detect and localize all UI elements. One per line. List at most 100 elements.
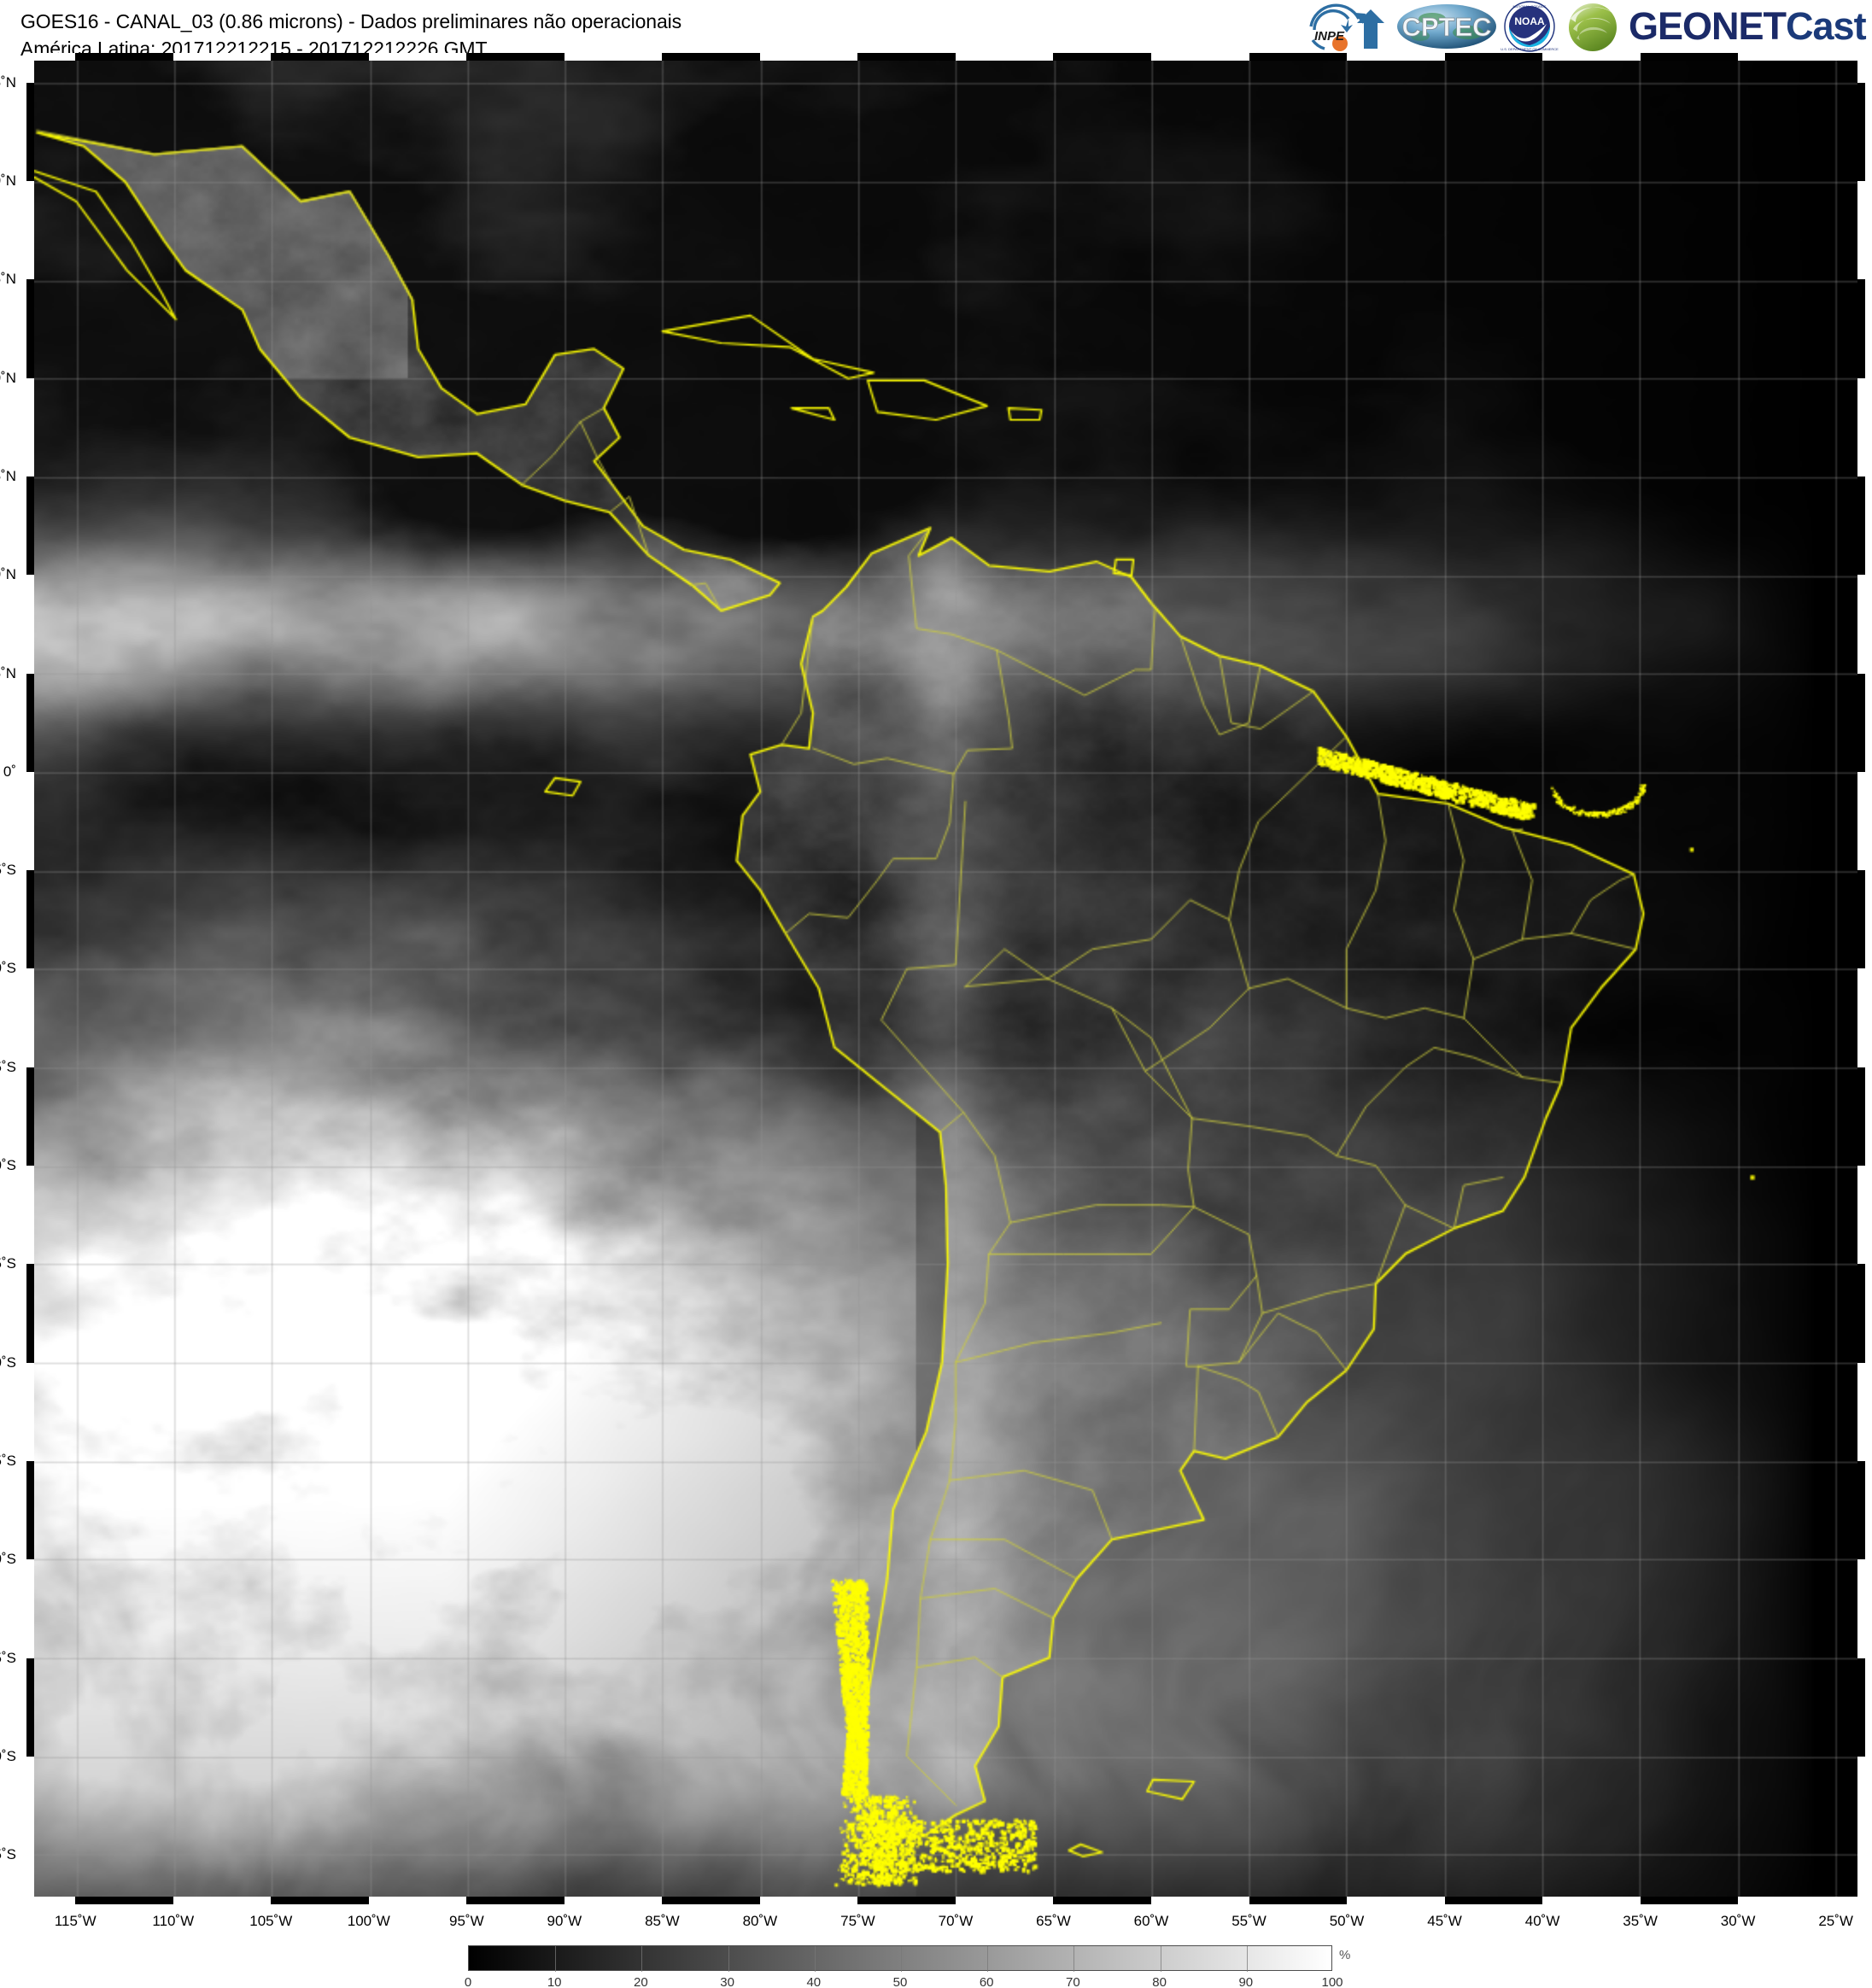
ruler-band bbox=[1249, 1897, 1348, 1904]
cptec-logo: CPTEC bbox=[1395, 2, 1499, 51]
cptec-logo-icon: CPTEC bbox=[1397, 4, 1496, 49]
colorbar-tick-label: 70 bbox=[1066, 1975, 1080, 1988]
lat-tick-label: 25˚N bbox=[0, 271, 16, 288]
colorbar-tick bbox=[1246, 1946, 1248, 1972]
lat-tick-label: 45˚S bbox=[0, 1649, 16, 1666]
lon-tick-label: 70˚W bbox=[938, 1913, 974, 1929]
colorbar-tick bbox=[555, 1946, 557, 1972]
ruler-band bbox=[857, 1897, 956, 1904]
lat-tick-label: 25˚S bbox=[0, 1255, 16, 1272]
title-block: GOES16 - CANAL_03 (0.86 microns) - Dados… bbox=[20, 9, 682, 62]
ruler-band bbox=[662, 1897, 760, 1904]
satellite-imagery-canvas[interactable] bbox=[27, 54, 1864, 1903]
colorbar-tick-label: 90 bbox=[1238, 1975, 1254, 1988]
ruler-band bbox=[1640, 1897, 1739, 1904]
lon-tick-label: 25˚W bbox=[1818, 1913, 1853, 1929]
svg-text:INPE: INPE bbox=[1314, 29, 1345, 44]
ruler-band bbox=[466, 1897, 565, 1904]
colorbar-tick bbox=[901, 1946, 902, 1972]
ruler-band bbox=[26, 1264, 34, 1363]
colorbar-tick bbox=[814, 1946, 816, 1972]
ruler-band bbox=[466, 53, 565, 61]
lon-tick-label: 55˚W bbox=[1231, 1913, 1267, 1929]
ruler-band bbox=[1444, 53, 1543, 61]
map-container: 35˚N 30˚N 25˚N 20˚N 15˚N 10˚N 5˚N 0˚ 5˚S 10˚S 15˚S… bbox=[0, 53, 1865, 1929]
colorbar-area: 0 10 20 30 40 50 60 70 80 90 100 % bbox=[0, 1940, 1872, 1988]
ruler-right bbox=[1857, 53, 1865, 1904]
lon-tick-label: 40˚W bbox=[1524, 1913, 1560, 1929]
geonetcast-logo: GEONETCast bbox=[1560, 0, 1872, 53]
geonetcast-wordmark: GEONETCast bbox=[1629, 4, 1867, 48]
ruler-band bbox=[662, 53, 760, 61]
ruler-band bbox=[26, 82, 34, 181]
lon-tick-label: 85˚W bbox=[645, 1913, 680, 1929]
colorbar-tick-label: 50 bbox=[892, 1975, 908, 1988]
colorbar-tick-label: 40 bbox=[806, 1975, 822, 1988]
colorbar-tick-label: 20 bbox=[634, 1975, 648, 1988]
svg-text:NOAA: NOAA bbox=[1514, 15, 1545, 27]
lat-tick-label: 30˚N bbox=[0, 172, 16, 189]
inpe-logo-icon: INPE bbox=[1309, 3, 1384, 51]
colorbar-tick-label: 30 bbox=[720, 1975, 734, 1988]
lat-tick-label: 5˚N bbox=[0, 664, 16, 681]
ruler-band bbox=[26, 1658, 34, 1757]
ruler-bottom bbox=[26, 1897, 1865, 1904]
ruler-band bbox=[26, 279, 34, 378]
lon-tick-label: 30˚W bbox=[1720, 1913, 1756, 1929]
header: GOES16 - CANAL_03 (0.86 microns) - Dados… bbox=[0, 0, 1872, 60]
lat-tick-label: 50˚S bbox=[0, 1748, 16, 1765]
ruler-band bbox=[271, 53, 369, 61]
ruler-band bbox=[1857, 476, 1865, 576]
lat-tick-label: 10˚S bbox=[0, 960, 16, 977]
logo-strip: INPE CPTEC bbox=[1302, 0, 1872, 53]
geonetcast-globe-icon bbox=[1569, 3, 1617, 51]
ruler-band bbox=[1857, 82, 1865, 181]
noaa-logo: NOAA NATIONAL OCEANIC U.S. DEPARTMENT OF… bbox=[1499, 0, 1560, 53]
lon-tick-label: 60˚W bbox=[1133, 1913, 1169, 1929]
ruler-band bbox=[1444, 1897, 1543, 1904]
ruler-band bbox=[1857, 1658, 1865, 1757]
ruler-top bbox=[26, 53, 1865, 61]
svg-text:NATIONAL OCEANIC: NATIONAL OCEANIC bbox=[1513, 4, 1547, 9]
ruler-band bbox=[1640, 53, 1739, 61]
lon-tick-label: 95˚W bbox=[449, 1913, 484, 1929]
lon-tick-label: 75˚W bbox=[840, 1913, 875, 1929]
lon-tick-label: 100˚W bbox=[347, 1913, 390, 1929]
colorbar-tick bbox=[728, 1946, 729, 1972]
lon-tick-label: 90˚W bbox=[547, 1913, 582, 1929]
ruler-band bbox=[1857, 673, 1865, 772]
lat-tick-label: 20˚S bbox=[0, 1157, 16, 1174]
noaa-logo-icon: NOAA NATIONAL OCEANIC U.S. DEPARTMENT OF… bbox=[1501, 1, 1559, 52]
ruler-band bbox=[75, 1897, 173, 1904]
colorbar-tick-label: 60 bbox=[979, 1975, 994, 1988]
colorbar-tick-label: 0 bbox=[464, 1975, 472, 1988]
lon-tick-label: 45˚W bbox=[1427, 1913, 1462, 1929]
lat-tick-label: 35˚N bbox=[0, 73, 16, 91]
ruler-band bbox=[857, 53, 956, 61]
lat-tick-label: 40˚S bbox=[0, 1551, 16, 1568]
ruler-band bbox=[26, 870, 34, 969]
ruler-band bbox=[271, 1897, 369, 1904]
colorbar-tick bbox=[1073, 1946, 1075, 1972]
lat-tick-label: 20˚N bbox=[0, 369, 16, 386]
ruler-band bbox=[1857, 279, 1865, 378]
ruler-band bbox=[75, 53, 173, 61]
lon-tick-label: 35˚W bbox=[1623, 1913, 1658, 1929]
colorbar-gradient bbox=[468, 1945, 1332, 1972]
lat-tick-label: 55˚S bbox=[0, 1846, 16, 1863]
lon-tick-label: 110˚W bbox=[152, 1913, 195, 1929]
lon-tick-label: 115˚W bbox=[54, 1913, 97, 1929]
ruler-band bbox=[1857, 870, 1865, 969]
satellite-image-frame[interactable] bbox=[26, 53, 1865, 1904]
lat-tick-label: 15˚S bbox=[0, 1058, 16, 1075]
colorbar-unit-label: % bbox=[1339, 1948, 1351, 1962]
ruler-band bbox=[1053, 1897, 1151, 1904]
lat-tick-label: 0˚ bbox=[3, 763, 16, 780]
svg-text:U.S. DEPARTMENT OF COMMERCE: U.S. DEPARTMENT OF COMMERCE bbox=[1501, 47, 1559, 51]
svg-text:CPTEC: CPTEC bbox=[1401, 12, 1491, 42]
lat-tick-label: 15˚N bbox=[0, 467, 16, 484]
ruler-band bbox=[1857, 1461, 1865, 1560]
lon-tick-label: 80˚W bbox=[742, 1913, 778, 1929]
ruler-band bbox=[26, 476, 34, 576]
lat-tick-label: 35˚S bbox=[0, 1453, 16, 1470]
